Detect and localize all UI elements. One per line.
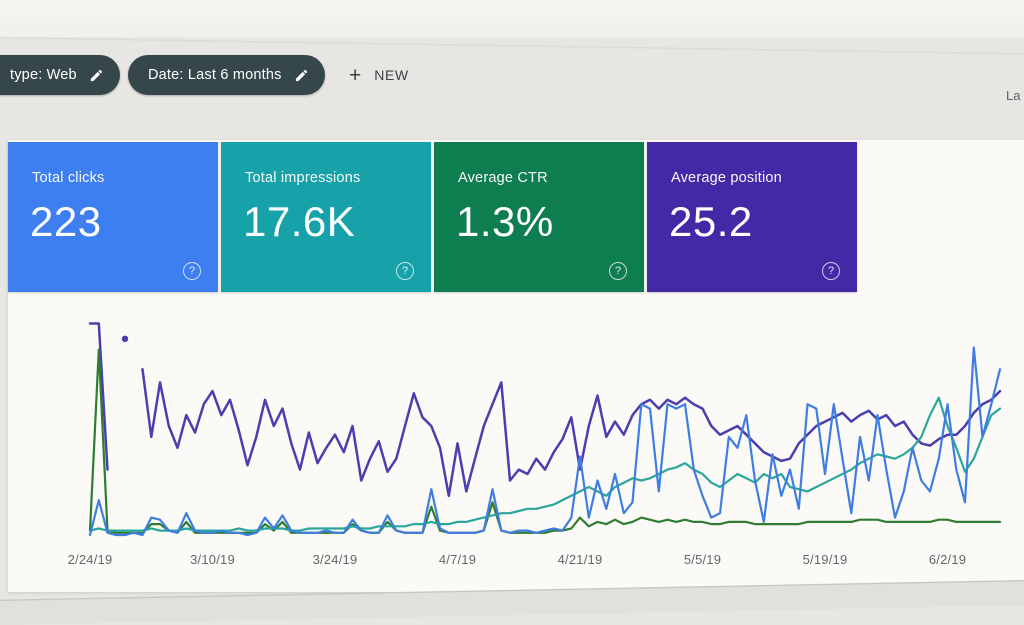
new-filter-button-label: NEW: [374, 67, 409, 83]
help-icon[interactable]: ?: [183, 262, 201, 280]
series-line-clicks: [88, 346, 1002, 537]
filter-chip-search-type-label: type: Web: [10, 67, 77, 83]
card-value: 25.2: [669, 198, 753, 245]
edit-pencil-icon[interactable]: [294, 68, 309, 83]
plus-icon: +: [349, 63, 362, 87]
card-value: 1.3%: [456, 198, 554, 245]
photo-seam-top: [0, 37, 1024, 57]
card-total-impressions[interactable]: Total impressions 17.6K ?: [221, 142, 431, 292]
chart-area: [55, 305, 1005, 550]
series-line-ctr: [88, 348, 1002, 534]
card-average-ctr[interactable]: Average CTR 1.3% ?: [434, 142, 644, 292]
edit-pencil-icon[interactable]: [89, 68, 104, 83]
series-line-impressions: [88, 396, 1002, 532]
card-value: 17.6K: [243, 198, 356, 245]
card-total-clicks[interactable]: Total clicks 223 ?: [8, 142, 218, 292]
last-updated-label-truncated: La: [1006, 88, 1021, 103]
photo-top-band: [0, 0, 1024, 37]
performance-line-chart[interactable]: [55, 305, 1005, 550]
filter-chip-search-type[interactable]: type: Web: [0, 55, 120, 95]
series-point-position: [121, 335, 129, 342]
help-icon[interactable]: ?: [822, 262, 840, 280]
help-icon[interactable]: ?: [396, 262, 414, 280]
series-line-position: [141, 368, 1002, 498]
card-label: Average CTR: [458, 170, 548, 186]
card-value: 223: [30, 198, 102, 245]
summary-cards: Total clicks 223 ? Total impressions 17.…: [8, 142, 857, 292]
help-icon[interactable]: ?: [609, 262, 627, 280]
card-label: Average position: [671, 170, 782, 186]
filter-chip-date-range[interactable]: Date: Last 6 months: [128, 55, 325, 95]
series-line-position: [88, 322, 109, 471]
filter-chip-date-range-label: Date: Last 6 months: [148, 67, 282, 83]
new-filter-button[interactable]: + NEW: [343, 60, 415, 90]
card-label: Total impressions: [245, 170, 361, 186]
card-average-position[interactable]: Average position 25.2 ?: [647, 142, 857, 292]
card-label: Total clicks: [32, 170, 105, 186]
